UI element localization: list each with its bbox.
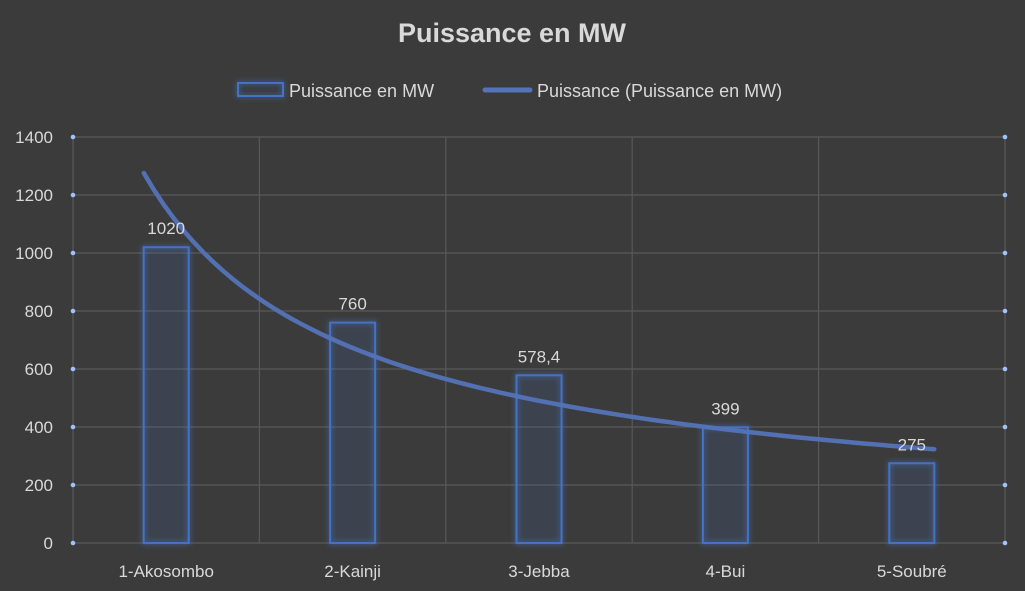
axis-dot xyxy=(70,482,76,488)
bars xyxy=(142,246,936,545)
y-tick-label: 200 xyxy=(25,476,53,495)
y-tick-label: 600 xyxy=(25,360,53,379)
data-label: 578,4 xyxy=(518,347,561,366)
y-tick-label: 1200 xyxy=(15,186,53,205)
y-axis-ticks: 0 200 400 600 800 1000 1200 1400 xyxy=(15,128,53,553)
axis-dot xyxy=(1002,366,1008,372)
axis-dot xyxy=(1002,308,1008,314)
axis-dot xyxy=(70,134,76,140)
x-tick-label: 2-Kainji xyxy=(324,562,381,581)
axis-dot xyxy=(1002,482,1008,488)
y-tick-label: 400 xyxy=(25,418,53,437)
bar xyxy=(329,321,377,544)
axis-dot xyxy=(70,192,76,198)
grid xyxy=(72,136,1006,544)
legend-trend-label: Puissance (Puissance en MW) xyxy=(537,81,782,101)
axis-dot xyxy=(70,366,76,372)
legend: Puissance en MW Puissance (Puissance en … xyxy=(237,81,782,101)
legend-bar-swatch xyxy=(237,82,284,97)
y-tick-label: 1400 xyxy=(15,128,53,147)
x-tick-label: 1-Akosombo xyxy=(118,562,213,581)
axis-dot xyxy=(70,308,76,314)
y-tick-label: 800 xyxy=(25,302,53,321)
x-axis-ticks: 1-Akosombo 2-Kainji 3-Jebba 4-Bui 5-Soubré xyxy=(118,562,946,581)
trendline xyxy=(141,170,937,452)
x-tick-label: 3-Jebba xyxy=(508,562,570,581)
axis-dots xyxy=(70,134,1008,546)
data-label: 275 xyxy=(898,435,926,454)
x-tick-label: 5-Soubré xyxy=(877,562,947,581)
y-tick-label: 1000 xyxy=(15,244,53,263)
axis-dot xyxy=(70,250,76,256)
data-label: 399 xyxy=(711,399,739,418)
data-labels: 1020 760 578,4 399 275 xyxy=(147,219,926,454)
legend-bar-label: Puissance en MW xyxy=(289,81,434,101)
bar xyxy=(701,426,749,545)
axis-dot xyxy=(70,424,76,430)
data-label: 760 xyxy=(338,295,366,314)
bar xyxy=(888,462,936,544)
axis-dot xyxy=(1002,134,1008,140)
x-tick-label: 4-Bui xyxy=(706,562,746,581)
bar xyxy=(142,246,190,544)
axis-dot xyxy=(70,540,76,546)
axis-dot xyxy=(1002,250,1008,256)
axis-dot xyxy=(1002,192,1008,198)
data-label: 1020 xyxy=(147,219,185,238)
axis-dot xyxy=(1002,424,1008,430)
chart-title: Puissance en MW xyxy=(398,18,627,48)
axis-dot xyxy=(1002,540,1008,546)
y-tick-label: 0 xyxy=(44,534,53,553)
